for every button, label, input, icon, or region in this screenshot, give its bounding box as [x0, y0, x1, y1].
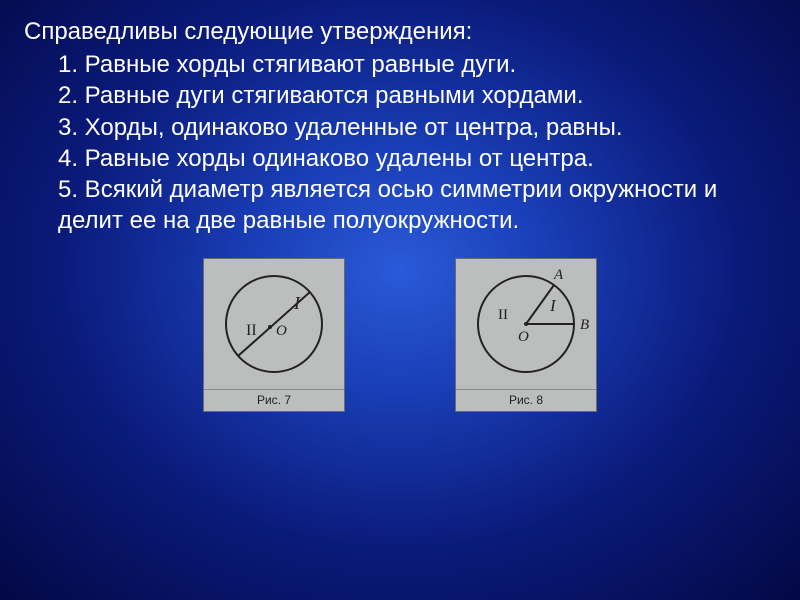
text-block: Справедливы следующие утверждения: 1. Ра… — [0, 0, 800, 236]
figure-right: A B O I II Рис. 8 — [455, 258, 597, 412]
figure-right-caption: Рис. 8 — [456, 389, 596, 411]
fig8-label-O: O — [518, 329, 529, 345]
fig7-label-I: I — [293, 293, 301, 313]
circle-chord-diagram-icon: I II O — [204, 259, 344, 389]
figures-row: I II O Рис. 7 A B O I II Рис. 8 — [0, 258, 800, 412]
fig8-label-A: A — [553, 267, 564, 283]
figure-left-image: I II O — [204, 259, 344, 389]
statement-1: 1. Равные хорды стягивают равные дуги. — [24, 49, 776, 80]
fig8-center-dot — [524, 322, 528, 326]
fig8-label-I: I — [549, 296, 557, 315]
fig7-center-dot — [268, 325, 272, 329]
fig8-label-B: B — [580, 317, 589, 333]
fig7-label-II: II — [246, 322, 257, 339]
statement-3: 3. Хорды, одинаково удаленные от центра,… — [24, 112, 776, 143]
statement-5: 5. Всякий диаметр является осью симметри… — [24, 174, 776, 236]
figure-left-caption: Рис. 7 — [204, 389, 344, 411]
figure-right-image: A B O I II — [456, 259, 596, 389]
heading: Справедливы следующие утверждения: — [24, 16, 776, 47]
fig7-label-O: O — [276, 323, 287, 339]
fig8-label-II: II — [498, 307, 508, 323]
figure-left: I II O Рис. 7 — [203, 258, 345, 412]
statement-2: 2. Равные дуги стягиваются равными хорда… — [24, 80, 776, 111]
circle-radii-diagram-icon: A B O I II — [456, 259, 596, 389]
statement-4: 4. Равные хорды одинаково удалены от цен… — [24, 143, 776, 174]
